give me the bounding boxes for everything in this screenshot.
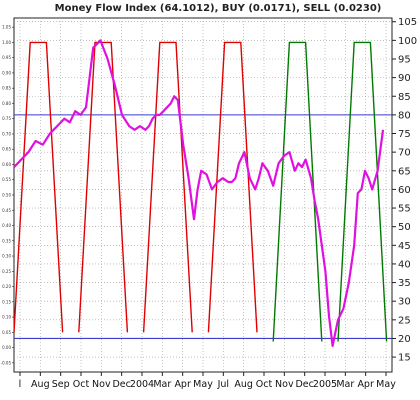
right-tick-label: 95 (398, 54, 411, 65)
left-tick-label: 0.25 (2, 269, 11, 274)
x-tick-label: Nov (92, 379, 111, 390)
right-tick-label: 45 (398, 241, 411, 252)
x-tick-label: Mar (153, 379, 171, 390)
left-tick-label: 0.75 (2, 116, 11, 121)
left-tick-label: -0.05 (1, 360, 12, 365)
right-tick-label: 15 (398, 353, 411, 364)
right-tick-label: 65 (398, 166, 411, 177)
right-tick-label: 25 (398, 315, 411, 326)
x-tick-label: Apr (174, 379, 191, 390)
x-tick-label: Apr (357, 379, 374, 390)
x-tick-label: Aug (31, 379, 50, 390)
right-tick-label: 35 (398, 278, 411, 289)
right-tick-label: 30 (398, 297, 411, 308)
left-tick-label: 1.00 (2, 40, 11, 45)
x-tick-label: Dec (295, 379, 313, 390)
left-tick-label: 0.55 (2, 177, 11, 182)
left-tick-label: 0.65 (2, 147, 11, 152)
right-tick-label: 85 (398, 92, 411, 103)
money-flow-index-series (13, 39, 385, 347)
right-tick-label: 80 (398, 110, 411, 121)
x-tick-label: Mar (336, 379, 354, 390)
left-tick-label: 0.95 (2, 55, 11, 60)
sell-signal-line (207, 41, 258, 333)
right-tick-label: 100 (398, 36, 417, 47)
reference-lines (14, 114, 392, 340)
x-tick-label: l (19, 379, 22, 390)
x-tick-label: Sep (52, 379, 70, 390)
x-tick-label: May (376, 379, 396, 390)
mfi-line (13, 39, 385, 347)
x-tick-label: Dec (112, 379, 130, 390)
left-tick-label: 0.15 (2, 299, 11, 304)
left-tick-label: 0.60 (2, 162, 11, 167)
right-axis: 15 20 25 30 35 40 45 50 55 60 65 70 75 80 85 90 95 100 105 (392, 17, 417, 364)
left-tick-label: 0.20 (2, 284, 11, 289)
right-tick-label: 90 (398, 73, 411, 84)
x-tick-label: Oct (256, 379, 273, 390)
x-tick-label: May (193, 379, 213, 390)
left-axis: 1.05 1.00 0.95 0.90 0.85 0.80 0.75 0.70 0.65 0.60… (1, 25, 14, 365)
x-axis: l Aug Sep Oct Nov Dec 2004 Mar Apr May Jul Aug Oct No… (19, 372, 396, 390)
chart-title: Money Flow Index (64.1012), BUY (0.0171)… (55, 3, 382, 14)
right-tick-label: 50 (398, 222, 411, 233)
x-tick-label: 2005 (313, 379, 337, 390)
left-tick-label: 0.40 (2, 223, 11, 228)
right-tick-label: 75 (398, 129, 411, 140)
right-tick-label: 70 (398, 148, 411, 159)
left-tick-label: 0.05 (2, 330, 11, 335)
right-tick-label: 60 (398, 185, 411, 196)
grid-lines (14, 18, 392, 372)
right-tick-label: 40 (398, 259, 411, 270)
left-tick-label: 0.90 (2, 70, 11, 75)
right-tick-label: 105 (398, 17, 417, 28)
left-tick-label: 0.30 (2, 254, 11, 259)
x-tick-label: Jul (217, 379, 229, 390)
x-tick-label: 2004 (130, 379, 154, 390)
right-tick-label: 20 (398, 334, 411, 345)
sell-signal-series (13, 41, 258, 333)
left-tick-label: 0.35 (2, 238, 11, 243)
left-tick-label: 0.70 (2, 131, 11, 136)
sell-signal-line (13, 41, 64, 333)
left-tick-label: 0.80 (2, 101, 11, 106)
x-tick-label: Nov (275, 379, 294, 390)
left-tick-label: 1.05 (2, 25, 11, 30)
left-tick-label: 0.85 (2, 86, 11, 91)
sell-signal-line (78, 41, 129, 333)
right-tick-label: 55 (398, 204, 411, 215)
buy-signal-line (337, 41, 388, 342)
left-tick-label: 0.50 (2, 193, 11, 198)
x-tick-label: Oct (73, 379, 90, 390)
left-tick-label: 0.45 (2, 208, 11, 213)
left-tick-label: 0.10 (2, 315, 11, 320)
left-tick-label: 0.00 (2, 345, 11, 350)
x-tick-label: Aug (234, 379, 253, 390)
sell-signal-line (142, 41, 193, 333)
